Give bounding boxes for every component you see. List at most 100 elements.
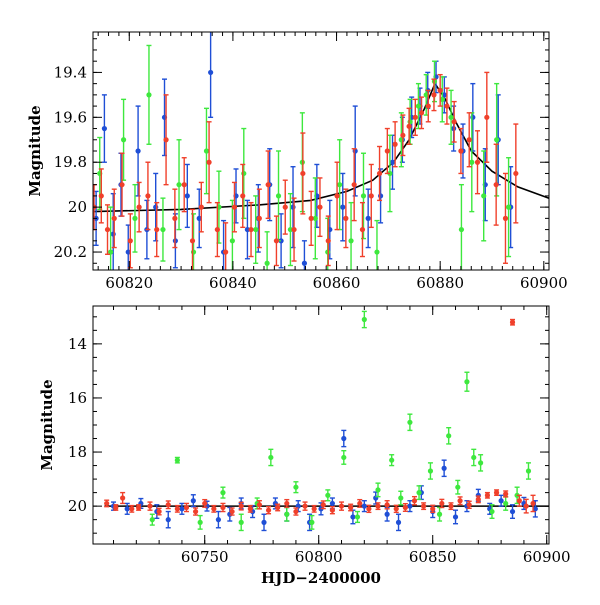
zoomed-data-point [377,193,384,199]
full-data-point [393,506,399,512]
full-data-point [389,457,395,463]
full-data-point [193,508,199,515]
full-data-point [493,490,500,496]
zoomed-data-point [418,110,425,116]
full-data-point [411,498,418,504]
full-data-point [220,504,226,511]
full-data-point [341,454,347,461]
zoomed-light-curve-panel: 60820 60840 60860 60880 60900 19.4 19.6 19.8 20 2… [26,31,568,292]
full-data-point [361,316,367,323]
zoomed-data-point [172,215,178,221]
zoomed-data-point [120,137,127,143]
zoomed-y-tick-label: 19.4 [54,63,87,81]
zoomed-data-point [190,249,197,255]
zoomed-data-point [282,204,288,210]
zoomed-data-point [125,249,131,255]
full-data-point [509,508,516,515]
zoomed-data-point [229,238,235,244]
full-data-point [498,498,504,504]
full-axis-ticks: 60750 60800 60850 60900 14 16 18 20 [68,306,571,566]
zoomed-y-tick-label: 19.8 [54,153,87,171]
full-data-point [439,500,445,507]
zoomed-data-point [176,182,182,188]
full-data-point [261,519,267,525]
zoomed-y-tick-label: 19.6 [54,108,87,126]
zoomed-data-point [444,103,450,109]
zoomed-data-point [264,260,270,266]
zoomed-data-point [287,226,294,233]
zoomed-data-point [387,170,393,177]
full-data-point [361,503,367,509]
full-data-point [503,491,509,497]
full-data-point [329,507,335,513]
full-data-area [104,310,549,532]
zoomed-data-point [474,159,481,165]
full-y-tick-label: 18 [68,443,87,461]
zoomed-data-point [360,193,367,199]
full-data-point [211,506,217,512]
zoomed-data-point [223,249,229,255]
zoomed-data-point [493,182,499,188]
zoomed-data-point [470,114,476,120]
full-data-point [341,435,347,442]
full-data-point [489,508,495,515]
zoomed-data-point [312,215,318,221]
full-data-point [338,503,345,509]
full-x-axis-label: HJD−2400000 [261,569,381,587]
full-data-point [384,502,390,508]
zoomed-data-point [104,226,111,233]
full-data-point [523,503,529,509]
full-data-point [197,519,203,525]
full-y-tick-label: 16 [68,389,87,407]
zoomed-plot-frame [92,31,550,271]
full-data-point [124,506,130,512]
zoomed-data-point [441,92,447,98]
zoomed-data-point [407,119,413,125]
full-data-point [375,487,381,493]
zoomed-data-point [325,238,331,244]
full-data-point [238,503,244,509]
zoomed-data-point [265,182,271,188]
full-data-point [104,500,110,507]
full-data-point [183,504,190,511]
full-data-point [229,508,235,515]
full-data-point [220,490,226,496]
full-data-point [430,506,436,512]
full-y-tick-label: 20 [68,497,87,515]
full-data-point [384,511,390,517]
full-x-tick-label: 60850 [409,548,457,566]
zoomed-data-point [278,238,284,244]
full-data-point [464,379,470,385]
zoomed-data-point [110,231,116,237]
full-data-point [448,503,454,509]
zoomed-data-point [494,137,500,143]
full-data-point [446,433,452,439]
full-data-point [503,500,509,507]
zoomed-data-point [374,249,380,255]
full-data-point [478,460,484,466]
zoomed-data-point [365,215,371,221]
zoomed-data-point [240,193,246,199]
zoomed-data-point [343,215,349,221]
zoomed-data-point [425,103,431,109]
full-data-point [509,319,516,325]
full-x-tick-label: 60750 [181,548,229,566]
full-x-tick-label: 60800 [295,548,343,566]
full-data-point [530,500,536,507]
zoomed-data-point [244,226,251,233]
zoomed-data-point [160,226,166,233]
zoomed-data-point [334,193,340,199]
full-data-point [129,506,135,512]
zoomed-data-point [241,170,247,177]
zoomed-data-point [412,114,418,120]
zoomed-data-point [451,119,457,125]
zoomed-model-curve [93,81,549,213]
full-data-point [457,498,463,504]
zoomed-data-point [469,159,475,165]
zoomed-data-point [458,148,464,154]
zoomed-data-point [448,114,454,120]
full-data-point [441,465,447,471]
full-data-point [402,504,408,511]
zoomed-data-point [256,215,262,221]
